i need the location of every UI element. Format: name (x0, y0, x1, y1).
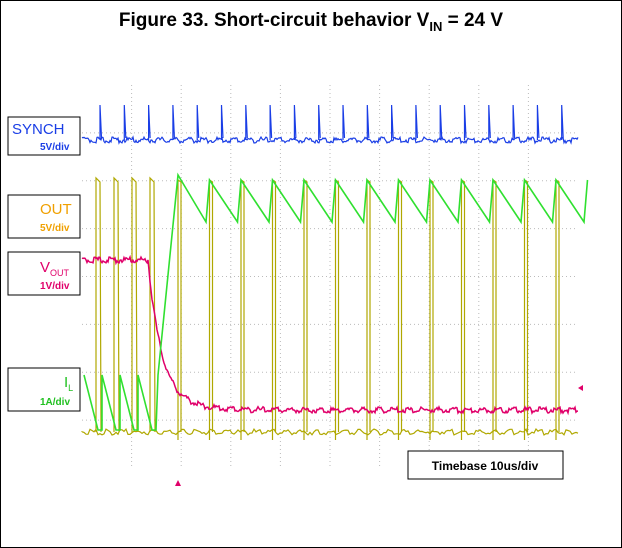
title-sub: IN (429, 19, 442, 34)
scope-grid (82, 85, 578, 468)
title-rest: = 24 V (442, 10, 503, 31)
vout-trace (81, 254, 578, 416)
channel-box (7, 367, 81, 412)
il-trace (83, 172, 589, 431)
channel-name: IL (64, 374, 73, 393)
channel-scale: 1A/div (40, 397, 70, 408)
channel-box (7, 251, 81, 296)
channel-name-main: I (64, 374, 68, 391)
channel-scale: 1V/div (40, 281, 70, 292)
trigger-marker (175, 480, 181, 486)
channel-name: VOUT (40, 259, 70, 278)
channel-name: SYNCH (12, 121, 65, 138)
level-marker (578, 385, 583, 391)
channel-name-main: V (40, 259, 50, 276)
title-text: Figure 33. Short-circuit behavior V (119, 10, 430, 31)
channel-scale: 5V/div (40, 142, 70, 153)
timebase-label: Timebase 10us/div (432, 459, 539, 473)
figure-title: Figure 33. Short-circuit behavior VIN = … (119, 10, 503, 34)
channel-name: OUT (40, 201, 72, 218)
channel-box (7, 194, 81, 239)
channel-name-sub: L (68, 383, 73, 393)
timebase-box (407, 450, 564, 480)
channel-box (7, 116, 81, 156)
scope-traces (81, 104, 589, 440)
synch-trace (81, 104, 579, 145)
channel-scale: 5V/div (40, 223, 70, 234)
channel-name-sub: OUT (50, 268, 70, 278)
